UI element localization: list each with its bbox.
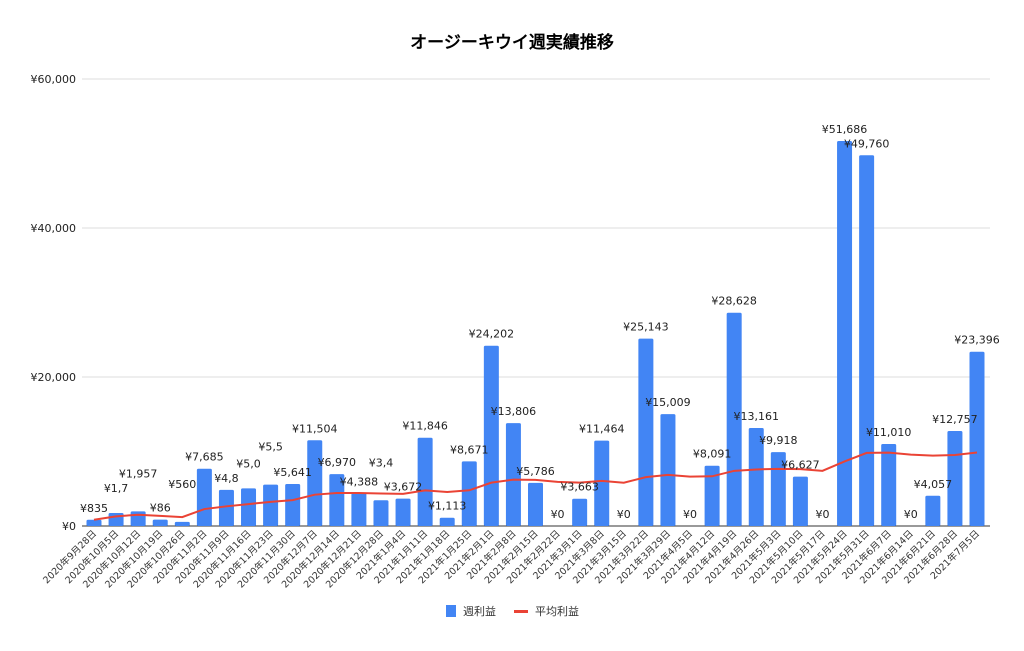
bar [660, 414, 676, 526]
data-label: ¥4,388 [340, 475, 379, 488]
data-label: ¥5,786 [516, 465, 555, 478]
data-label: ¥0 [683, 508, 697, 521]
legend: 週利益 平均利益 [446, 604, 579, 618]
y-tick-label: ¥0 [62, 520, 76, 533]
data-label: ¥12,757 [932, 413, 978, 426]
bar [263, 484, 279, 526]
data-label: ¥23,396 [954, 334, 1000, 347]
bar [307, 440, 323, 526]
bar [748, 427, 764, 526]
bar [792, 476, 808, 526]
data-label: ¥4,057 [914, 478, 953, 491]
data-label: ¥6,627 [781, 459, 820, 472]
legend-line-swatch [514, 610, 528, 613]
y-tick-label: ¥40,000 [31, 222, 77, 235]
average-profit-line [93, 451, 978, 521]
data-label: ¥8,671 [450, 443, 489, 456]
data-label: ¥11,504 [292, 422, 338, 435]
data-label: ¥8,091 [693, 448, 732, 461]
bar [417, 437, 433, 526]
data-label: ¥11,464 [579, 423, 625, 436]
bar [241, 488, 257, 526]
data-label: ¥0 [815, 508, 829, 521]
data-label: ¥3,672 [384, 481, 423, 494]
bar [483, 345, 499, 526]
data-label: ¥13,806 [491, 405, 537, 418]
data-label: ¥9,918 [759, 434, 798, 447]
bar [218, 489, 234, 526]
data-label: ¥5,641 [273, 466, 312, 479]
data-label: ¥24,202 [469, 328, 515, 341]
bar [881, 443, 897, 526]
bar [373, 500, 389, 526]
bar [770, 452, 786, 526]
bar [196, 468, 212, 526]
data-label: ¥6,970 [318, 456, 357, 469]
data-label: ¥3,4 [369, 456, 394, 469]
bar [130, 511, 146, 526]
bar [594, 440, 610, 526]
bar [461, 461, 477, 526]
bar [439, 517, 455, 526]
bar [505, 423, 521, 526]
data-label: ¥1,7 [104, 482, 129, 495]
y-tick-label: ¥60,000 [31, 73, 77, 86]
data-label: ¥3,663 [560, 481, 599, 494]
bar [285, 483, 301, 526]
bar [86, 519, 102, 526]
bar [395, 498, 411, 526]
data-label: ¥560 [168, 478, 196, 491]
bar [859, 155, 875, 526]
data-label: ¥15,009 [645, 396, 691, 409]
data-label: ¥13,161 [734, 410, 780, 423]
bar [108, 512, 124, 526]
bar [837, 140, 853, 526]
bar [925, 495, 941, 526]
data-label: ¥28,628 [711, 295, 757, 308]
bar [528, 482, 543, 526]
bar [638, 338, 654, 526]
data-label: ¥1,113 [428, 500, 467, 513]
bar [704, 465, 720, 526]
legend-line-label: 平均利益 [535, 604, 579, 618]
legend-bar-swatch [446, 605, 456, 617]
bar [969, 351, 985, 526]
data-label: ¥51,686 [822, 123, 868, 136]
chart-title: オージーキウイ週実績推移 [410, 32, 614, 53]
bar [174, 521, 190, 526]
data-label: ¥0 [617, 508, 631, 521]
bar [351, 493, 367, 526]
data-label: ¥835 [80, 502, 108, 515]
y-tick-label: ¥20,000 [31, 371, 77, 384]
data-label: ¥7,685 [185, 451, 224, 464]
bar [152, 519, 168, 526]
data-label: ¥49,760 [844, 137, 890, 150]
data-label: ¥11,010 [866, 426, 912, 439]
data-label: ¥4,8 [214, 472, 239, 485]
data-label: ¥11,846 [402, 420, 448, 433]
data-label: ¥86 [150, 502, 171, 515]
data-label: ¥0 [551, 508, 565, 521]
data-label: ¥5,5 [258, 441, 283, 454]
bar [329, 474, 345, 526]
data-label: ¥1,957 [119, 467, 158, 480]
legend-bar-label: 週利益 [463, 604, 496, 618]
bar [572, 498, 588, 526]
data-label: ¥25,143 [623, 321, 669, 334]
data-label: ¥5,0 [236, 457, 261, 470]
data-label: ¥0 [904, 508, 918, 521]
